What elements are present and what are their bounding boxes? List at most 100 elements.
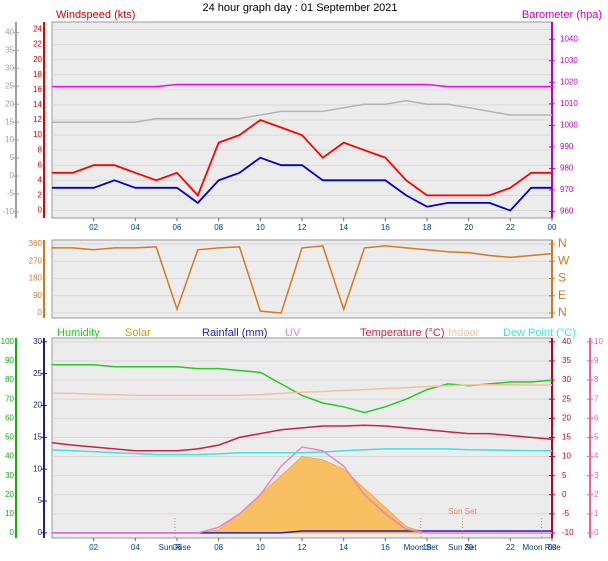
y-tick-label: 10 (33, 464, 42, 473)
x-tick-label: 22 (506, 543, 515, 552)
y-tick-label: 100 (1, 337, 15, 346)
x-tick-label: 12 (298, 223, 307, 232)
y-tick-label: N (558, 305, 567, 319)
y-tick-label: 0 (38, 308, 43, 317)
y-tick-label: 2 (38, 190, 43, 199)
y-tick-label: 90 (5, 356, 14, 365)
y-tick-label: 30 (562, 375, 571, 384)
line (52, 156, 552, 212)
y-tick-label: 60 (5, 413, 14, 422)
y-tick-label: 10 (5, 509, 14, 518)
y-tick-label: -5 (7, 189, 15, 198)
y-tick-label: 1020 (560, 77, 578, 86)
y-tick-label: 25 (562, 394, 571, 403)
y-tick-label: 1040 (560, 34, 578, 43)
y-tick-label: 80 (5, 375, 14, 384)
y-tick-label: 15 (33, 432, 42, 441)
y-tick-label: -5 (562, 509, 570, 518)
line (51, 424, 553, 452)
y-tick-label: 4 (594, 452, 599, 461)
x-tick-label: 00 (548, 543, 557, 552)
y-tick-label: 15 (5, 117, 14, 126)
y-tick-label: 1010 (560, 99, 578, 108)
y-tick-label: 180 (29, 274, 43, 283)
legend-entry: Rainfall (mm) (202, 327, 267, 339)
legend-entry: Solar (125, 327, 151, 339)
y-tick-label: 10 (594, 337, 603, 346)
legend-entry: UV (285, 327, 301, 339)
y-tick-label: 970 (560, 185, 574, 194)
y-tick-label: 980 (560, 164, 574, 173)
y-tick-label: 1000 (560, 120, 578, 129)
y-tick-label: -10 (562, 528, 574, 537)
x-tick-label: 06 (173, 223, 182, 232)
y-tick-label: 1030 (560, 56, 578, 65)
x-tick-label: 16 (381, 543, 390, 552)
y-tick-label: 12 (33, 115, 42, 124)
y-tick-label: 20 (5, 99, 14, 108)
x-tick-label: 00 (548, 223, 557, 232)
y-tick-label: 5 (594, 433, 599, 442)
x-tick-label: 22 (506, 223, 515, 232)
x-tick-label: 14 (339, 543, 348, 552)
legend-entry: Humidity (57, 327, 100, 339)
x-tick-label: 06 (173, 543, 182, 552)
y-tick-label: 35 (5, 45, 14, 54)
y-tick-label: 2 (594, 490, 599, 499)
y-tick-label: S (558, 271, 566, 285)
x-tick-label: 14 (339, 223, 348, 232)
x-tick-label: 02 (89, 223, 98, 232)
y-tick-label: 18 (33, 70, 42, 79)
y-tick-label: 1 (594, 509, 599, 518)
y-tick-label: 20 (33, 401, 42, 410)
y-tick-label: 30 (33, 337, 42, 346)
y-tick-label: 3 (594, 471, 599, 480)
x-tick-label: 02 (89, 543, 98, 552)
y-tick-label: 6 (38, 160, 43, 169)
y-tick-label: 0 (38, 206, 43, 215)
y-tick-label: 5 (38, 496, 43, 505)
line (52, 118, 552, 198)
y-tick-label: 40 (5, 28, 14, 37)
line (52, 245, 553, 314)
event-label: Moon Set (404, 543, 439, 552)
x-tick-label: 10 (256, 543, 265, 552)
x-tick-label: 12 (298, 543, 307, 552)
x-tick-label: 04 (131, 543, 140, 552)
line (51, 448, 552, 456)
x-tick-label: 18 (423, 543, 432, 552)
y-tick-label: 30 (5, 471, 14, 480)
y-tick-label: 8 (38, 145, 43, 154)
line (51, 383, 552, 397)
x-tick-label: 20 (464, 223, 473, 232)
legend-entry: Temperature (°C) (360, 327, 444, 339)
event-label: Moon Rise (522, 543, 561, 552)
x-tick-label: 04 (131, 223, 140, 232)
y-tick-label: 40 (562, 337, 571, 346)
y-tick-label: 15 (562, 433, 571, 442)
y-tick-label: W (558, 253, 570, 267)
chart-title: 24 hour graph day : 01 September 2021 (202, 2, 397, 14)
barometer-label: Barometer (hpa) (522, 9, 602, 21)
windspeed-label: Windspeed (kts) (56, 9, 135, 21)
y-tick-label: 24 (33, 25, 42, 34)
y-tick-label: 0 (10, 171, 15, 180)
plot-event-label: Sun Set (448, 507, 477, 516)
y-tick-label: 20 (5, 490, 14, 499)
y-tick-label: 30 (5, 63, 14, 72)
y-tick-label: 10 (562, 452, 571, 461)
y-tick-label: 990 (560, 142, 574, 151)
y-tick-label: 10 (5, 135, 14, 144)
event-label: Sun Rise (159, 543, 192, 552)
y-tick-label: 40 (5, 452, 14, 461)
y-tick-label: 0 (38, 528, 43, 537)
y-tick-label: 16 (33, 85, 42, 94)
event-label: Sun Set (448, 543, 477, 552)
y-tick-label: 14 (33, 100, 42, 109)
x-tick-label: 20 (464, 543, 473, 552)
legend-entry: Indoor (448, 327, 480, 339)
legend-entry: Dew Point (°C) (503, 327, 576, 339)
x-tick-label: 08 (214, 543, 223, 552)
y-tick-label: 9 (594, 356, 599, 365)
line (52, 99, 552, 123)
